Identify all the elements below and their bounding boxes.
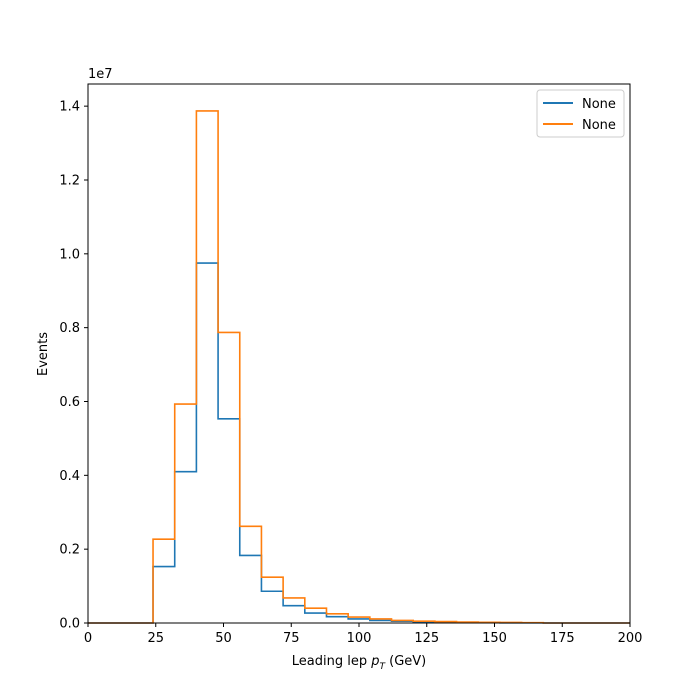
x-tick-label: 150 bbox=[482, 631, 507, 646]
x-tick-label: 175 bbox=[550, 631, 575, 646]
y-axis-ticks: 0.0 0.2 0.4 0.6 0.8 1.0 1.2 1.4 bbox=[59, 100, 88, 632]
legend-label-series-1: None bbox=[582, 97, 616, 112]
legend-box bbox=[536, 89, 625, 138]
y-tick-label: 1.2 bbox=[59, 173, 80, 188]
x-axis-ticks: 0 25 50 75 100 125 150 175 200 bbox=[84, 623, 643, 646]
y-tick-label: 1.0 bbox=[59, 247, 80, 262]
x-tick-label: 50 bbox=[215, 631, 232, 646]
x-tick-label: 0 bbox=[84, 631, 92, 646]
y-tick-label: 0.8 bbox=[59, 321, 80, 336]
y-tick-label: 0.4 bbox=[59, 469, 80, 484]
legend-label-series-2: None bbox=[582, 118, 616, 133]
x-tick-label: 75 bbox=[283, 631, 300, 646]
y-axis-label: Events bbox=[36, 332, 51, 376]
legend: None None bbox=[536, 89, 625, 138]
y-tick-label: 1.4 bbox=[59, 100, 80, 115]
y-tick-label: 0.2 bbox=[59, 543, 80, 558]
histogram-series-2 bbox=[88, 110, 630, 624]
x-axis-label: Leading lep pT (GeV) bbox=[292, 654, 426, 672]
y-tick-label: 0.6 bbox=[59, 395, 80, 410]
y-offset-text: 1e7 bbox=[88, 67, 113, 82]
x-tick-label: 200 bbox=[618, 631, 643, 646]
x-tick-label: 25 bbox=[147, 631, 164, 646]
x-tick-label: 125 bbox=[414, 631, 439, 646]
x-tick-label: 100 bbox=[347, 631, 372, 646]
y-tick-label: 0.0 bbox=[59, 617, 80, 632]
